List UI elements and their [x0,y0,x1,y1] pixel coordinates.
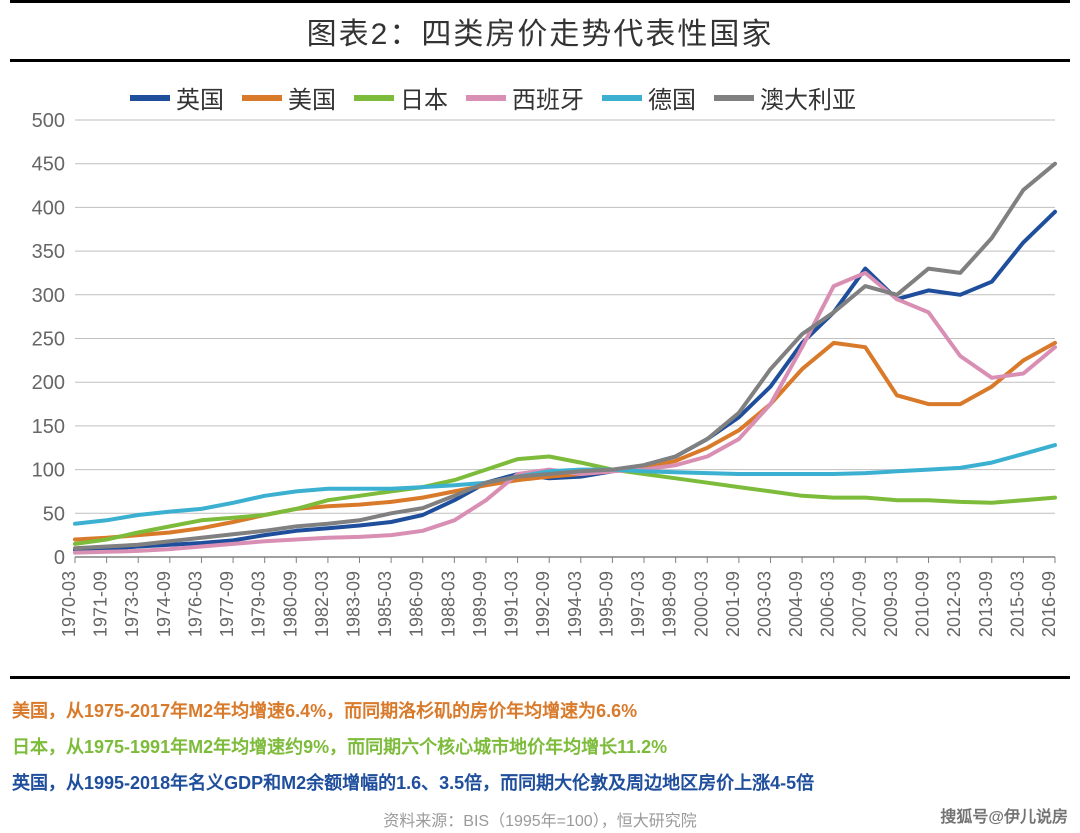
svg-text:1985-03: 1985-03 [375,571,395,637]
svg-text:1976-03: 1976-03 [185,571,205,637]
chart-note: 英国，从1995-2018年名义GDP和M2余额增幅的1.6、3.5倍，而同期大… [12,765,1068,801]
svg-text:100: 100 [32,460,65,482]
legend-swatch [602,95,642,101]
chart-footer-rule [10,676,1070,679]
chart-note: 美国，从1975-2017年M2年均增速6.4%，而同期洛杉矶的房价年均增速为6… [12,693,1068,729]
chart-title: 图表2：四类房价走势代表性国家 [10,9,1070,53]
svg-text:300: 300 [32,285,65,307]
svg-text:1997-03: 1997-03 [628,571,648,637]
chart-legend: 英国 美国 日本 西班牙 德国 澳大利亚 [130,80,1050,115]
svg-text:2000-03: 2000-03 [691,571,711,637]
legend-swatch [242,95,282,101]
line-chart: 0 50 100 150 200 250 300 350 400 450 500 1970-03 197… [10,72,1070,672]
legend-item: 英国 [130,80,224,115]
svg-text:150: 150 [32,416,65,438]
chart-notes: 美国，从1975-2017年M2年均增速6.4%，而同期洛杉矶的房价年均增速为6… [0,687,1080,831]
svg-text:1983-09: 1983-09 [344,571,364,637]
svg-text:1988-03: 1988-03 [438,571,458,637]
svg-text:1979-03: 1979-03 [249,571,269,637]
legend-item: 西班牙 [466,80,584,115]
svg-text:1970-03: 1970-03 [59,571,79,637]
svg-text:200: 200 [32,372,65,394]
svg-text:1992-09: 1992-09 [533,571,553,637]
svg-text:1989-09: 1989-09 [470,571,490,637]
watermark: 搜狐号@伊儿说房 [940,803,1068,827]
svg-text:2003-03: 2003-03 [754,571,774,637]
legend-swatch [714,95,754,101]
svg-text:1980-09: 1980-09 [280,571,300,637]
svg-text:1986-09: 1986-09 [407,571,427,637]
chart-title-bar: 图表2：四类房价走势代表性国家 [10,0,1070,62]
svg-text:350: 350 [32,241,65,263]
svg-text:1998-09: 1998-09 [660,571,680,637]
svg-text:2010-09: 2010-09 [913,571,933,637]
svg-text:400: 400 [32,197,65,219]
legend-swatch [130,95,170,101]
legend-item: 德国 [602,80,696,115]
svg-text:0: 0 [54,547,65,569]
legend-item: 澳大利亚 [714,80,856,115]
svg-text:250: 250 [32,329,65,351]
legend-label: 日本 [400,80,448,115]
svg-text:2015-03: 2015-03 [1007,571,1027,637]
legend-label: 德国 [648,80,696,115]
svg-text:1974-09: 1974-09 [154,571,174,637]
svg-text:2007-09: 2007-09 [849,571,869,637]
legend-label: 西班牙 [512,80,584,115]
legend-item: 日本 [354,80,448,115]
svg-text:1994-03: 1994-03 [565,571,585,637]
svg-text:1971-09: 1971-09 [91,571,111,637]
source-note: 资料来源：BIS（1995年=100），恒大研究院 [12,807,1068,831]
svg-text:450: 450 [32,154,65,176]
legend-swatch [466,95,506,101]
legend-item: 美国 [242,80,336,115]
legend-label: 澳大利亚 [760,80,856,115]
svg-text:50: 50 [43,503,65,525]
svg-text:2013-09: 2013-09 [976,571,996,637]
svg-text:2001-09: 2001-09 [723,571,743,637]
svg-text:2012-03: 2012-03 [944,571,964,637]
legend-label: 英国 [176,80,224,115]
svg-text:1982-03: 1982-03 [312,571,332,637]
chart-note: 日本，从1975-1991年M2年均增速约9%，而同期六个核心城市地价年均增长1… [12,729,1068,765]
svg-text:2004-09: 2004-09 [786,571,806,637]
svg-text:1977-09: 1977-09 [217,571,237,637]
svg-text:1973-03: 1973-03 [122,571,142,637]
svg-text:2016-09: 2016-09 [1039,571,1059,637]
legend-swatch [354,95,394,101]
svg-text:2009-03: 2009-03 [881,571,901,637]
svg-text:500: 500 [32,110,65,132]
svg-text:2006-03: 2006-03 [818,571,838,637]
chart-area: 英国 美国 日本 西班牙 德国 澳大利亚 0 50 100 150 200 250 300 350 400… [10,72,1070,672]
legend-label: 美国 [288,80,336,115]
svg-text:1995-09: 1995-09 [596,571,616,637]
svg-text:1991-03: 1991-03 [502,571,522,637]
